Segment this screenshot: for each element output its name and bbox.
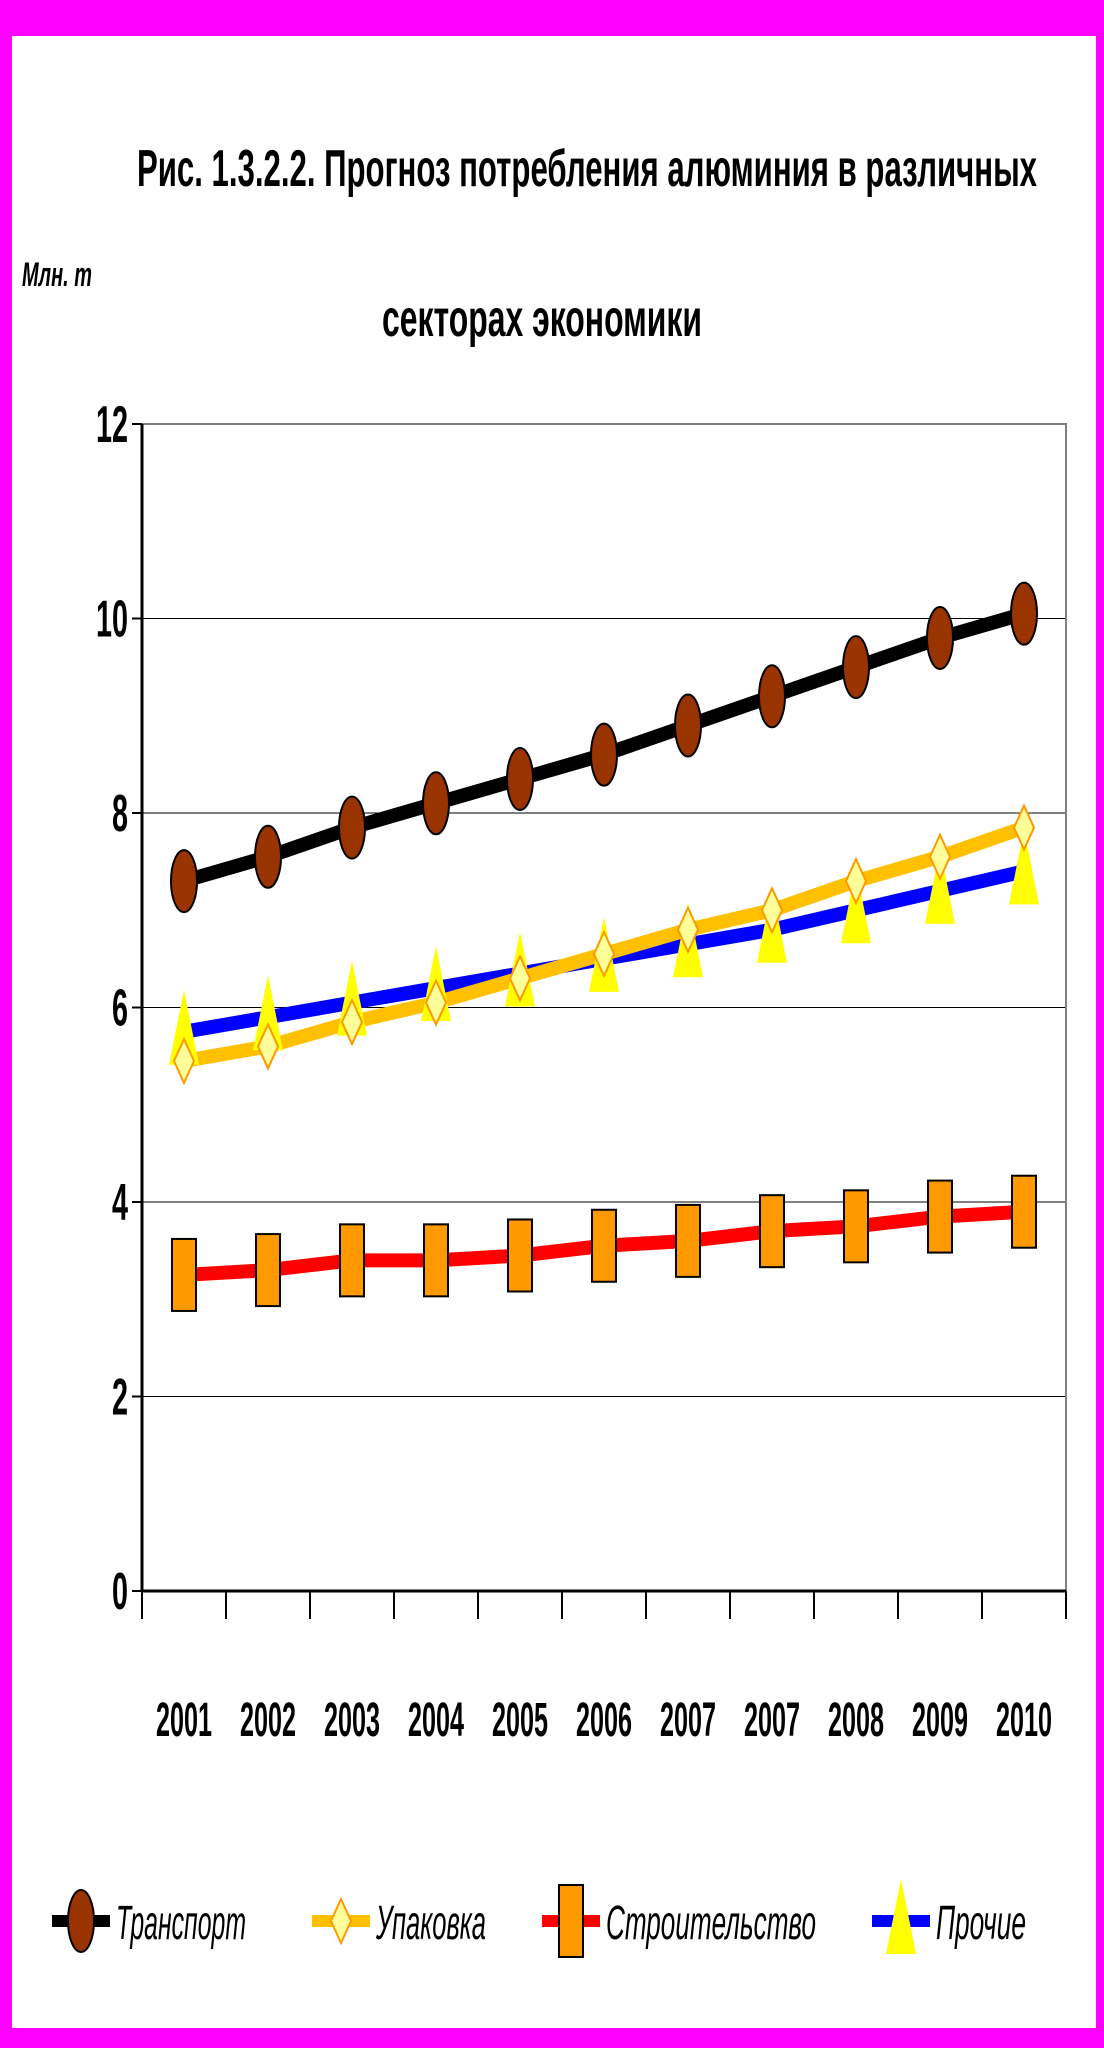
series-2-point-6	[676, 1205, 700, 1277]
legend-label-1: Упаковка	[375, 1897, 486, 1950]
x-tick-label-8: 2008	[828, 1694, 884, 1747]
x-tick-label-3: 2004	[408, 1694, 464, 1747]
chart-title-line1: Рис. 1.3.2.2. Прогноз потребления алюмин…	[137, 140, 1037, 198]
series-2-markers	[172, 1176, 1036, 1311]
series-2-point-10	[1012, 1176, 1036, 1248]
series-0-point-2	[339, 797, 365, 859]
x-tick-label-5: 2006	[576, 1694, 632, 1747]
series-2-point-0	[172, 1239, 196, 1311]
series-1-point-9	[930, 835, 950, 879]
legend-label-2: Строительство	[606, 1897, 816, 1950]
series-2-point-5	[592, 1210, 616, 1282]
x-tick-label-2: 2003	[324, 1694, 380, 1747]
chart-title-line2: секторах экономики	[382, 290, 702, 348]
y-tick-label-4: 4	[112, 1174, 128, 1232]
legend-label-3: Прочие	[936, 1897, 1026, 1950]
series-0-point-3	[423, 772, 449, 834]
series-0-point-6	[675, 694, 701, 756]
x-tick-label-6: 2007	[660, 1694, 716, 1747]
y-tick-label-10: 10	[96, 591, 128, 649]
series-1-point-10	[1014, 806, 1034, 850]
series-2-point-2	[340, 1224, 364, 1296]
x-tick-label-0: 2001	[156, 1694, 212, 1747]
legend-marker-2	[559, 1885, 583, 1957]
series-2-point-4	[508, 1219, 532, 1291]
x-tick-label-4: 2005	[492, 1694, 548, 1747]
series-0-point-9	[927, 607, 953, 669]
series-0-point-4	[507, 748, 533, 810]
series-0-point-10	[1011, 583, 1037, 645]
series-2-point-8	[844, 1190, 868, 1262]
axes: 0 2 4 6 8 10 12 2001 2002 2003 2004 2005 2006 2007 200…	[96, 396, 1066, 1747]
series-2-point-9	[928, 1181, 952, 1253]
series-0-point-0	[171, 850, 197, 912]
x-tick-label-7: 2007	[744, 1694, 800, 1747]
series-2-point-1	[256, 1234, 280, 1306]
y-axis-label: Млн. т	[22, 256, 92, 294]
legend: Транспорт Упаковка Строительство Прочие	[52, 1879, 1026, 1957]
x-tick-label-10: 2010	[996, 1694, 1052, 1747]
x-tick-label-1: 2002	[240, 1694, 296, 1747]
y-tick-label-6: 6	[112, 980, 128, 1038]
legend-label-0: Транспорт	[116, 1897, 246, 1950]
series-0-point-8	[843, 636, 869, 698]
series-0-point-5	[591, 724, 617, 786]
series-1-point-8	[846, 859, 866, 903]
y-tick-label-8: 8	[112, 785, 128, 843]
legend-marker-0	[68, 1890, 94, 1952]
line-chart: 0 2 4 6 8 10 12 2001 2002 2003 2004 2005 2006 2007 200…	[12, 36, 1096, 2028]
series-0-point-1	[255, 826, 281, 888]
legend-marker-1	[331, 1899, 351, 1943]
series-2-point-3	[424, 1224, 448, 1296]
chart-frame: 0 2 4 6 8 10 12 2001 2002 2003 2004 2005 2006 2007 200…	[12, 36, 1096, 2028]
series-0-point-7	[759, 665, 785, 727]
series-2-point-7	[760, 1195, 784, 1267]
y-tick-label-2: 2	[112, 1369, 128, 1427]
x-tick-label-9: 2009	[912, 1694, 968, 1747]
y-tick-label-0: 0	[112, 1563, 128, 1621]
y-tick-label-12: 12	[96, 396, 128, 454]
